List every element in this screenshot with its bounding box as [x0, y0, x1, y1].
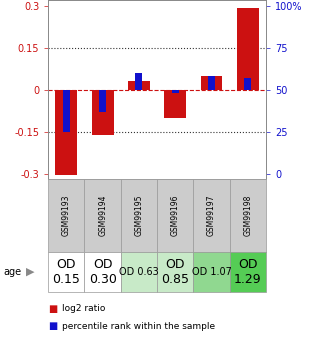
Bar [157, 179, 193, 252]
Bar [85, 252, 121, 292]
Bar [157, 252, 193, 292]
Bar [244, 78, 251, 90]
Text: GSM99194: GSM99194 [98, 195, 107, 236]
Bar [201, 76, 222, 90]
Text: OD
0.85: OD 0.85 [161, 258, 189, 286]
Bar [230, 179, 266, 252]
Bar [121, 252, 157, 292]
Text: GSM99196: GSM99196 [171, 195, 180, 236]
Text: ■: ■ [48, 321, 58, 331]
Bar [230, 252, 266, 292]
Bar [63, 90, 70, 132]
Bar [128, 81, 150, 90]
Text: OD 0.63: OD 0.63 [119, 267, 159, 277]
Bar [193, 252, 230, 292]
Text: GSM99197: GSM99197 [207, 195, 216, 236]
Text: OD 1.07: OD 1.07 [192, 267, 231, 277]
Bar [85, 179, 121, 252]
Bar [48, 179, 85, 252]
Text: log2 ratio: log2 ratio [62, 304, 105, 313]
Bar [193, 179, 230, 252]
Text: OD
0.15: OD 0.15 [53, 258, 80, 286]
Bar [237, 8, 259, 90]
Bar [208, 76, 215, 90]
Bar [172, 90, 179, 93]
Text: ▶: ▶ [26, 267, 35, 277]
Text: GSM99193: GSM99193 [62, 195, 71, 236]
Bar [48, 252, 85, 292]
Bar [164, 90, 186, 118]
Bar [55, 90, 77, 175]
Bar [135, 73, 142, 90]
Text: age: age [3, 267, 21, 277]
Text: ■: ■ [48, 304, 58, 314]
Bar [99, 90, 106, 111]
Text: GSM99198: GSM99198 [243, 195, 252, 236]
Text: GSM99195: GSM99195 [134, 195, 143, 236]
Bar [92, 90, 114, 135]
Text: percentile rank within the sample: percentile rank within the sample [62, 322, 215, 331]
Text: OD
0.30: OD 0.30 [89, 258, 117, 286]
Bar [121, 179, 157, 252]
Text: OD
1.29: OD 1.29 [234, 258, 262, 286]
